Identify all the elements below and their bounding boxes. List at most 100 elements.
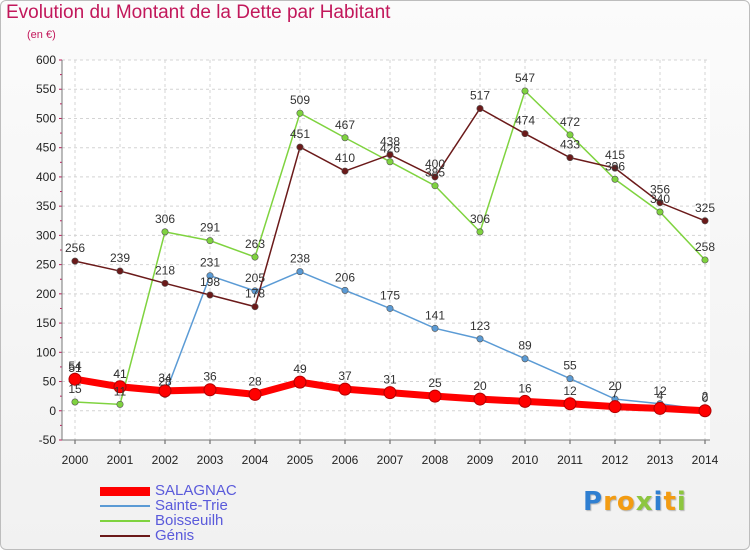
legend-label: Boisseuilh	[155, 512, 224, 529]
x-tick-label: 2012	[602, 453, 629, 467]
data-point-salagnac	[608, 400, 622, 414]
logo-letter: t	[663, 487, 677, 517]
data-label-salagnac: 20	[473, 379, 487, 393]
x-tick-label: 2000	[62, 453, 89, 467]
data-label-boisseuilh: 263	[245, 237, 265, 251]
data-point-genis	[521, 130, 529, 138]
data-point-boisseuilh	[386, 158, 394, 166]
data-point-boisseuilh	[161, 228, 169, 236]
data-label-salagnac: 12	[563, 384, 577, 398]
data-label-boisseuilh: 291	[200, 221, 220, 235]
data-label-genis: 178	[245, 287, 265, 301]
unit-label: (en €)	[27, 29, 56, 41]
legend-label: Génis	[155, 527, 195, 544]
data-label-boisseuilh: 385	[425, 166, 445, 180]
data-label-boisseuilh: 306	[470, 212, 490, 226]
data-label-sainte-trie: 205	[245, 271, 265, 285]
data-point-boisseuilh	[611, 175, 619, 183]
logo-letter: P	[583, 487, 604, 517]
x-tick-label: 2008	[422, 453, 449, 467]
data-label-salagnac: 4	[657, 388, 664, 402]
data-label-genis: 517	[470, 89, 490, 103]
legend-swatch	[100, 505, 150, 507]
data-label-genis: 400	[425, 157, 445, 171]
data-label-sainte-trie: 89	[518, 339, 532, 353]
y-tick-label: 300	[36, 228, 56, 242]
legend-label: Sainte-Trie	[155, 497, 228, 514]
data-point-sainte-trie	[521, 355, 529, 363]
y-tick-label: -50	[39, 433, 57, 447]
data-label-sainte-trie: 41	[113, 367, 127, 381]
data-label-salagnac: 41	[113, 367, 127, 381]
data-point-salagnac	[383, 386, 397, 400]
data-point-sainte-trie	[431, 324, 439, 332]
data-label-sainte-trie: 123	[470, 319, 490, 333]
x-tick-label: 2011	[557, 453, 583, 467]
data-point-boisseuilh	[431, 182, 439, 190]
data-labels: 51 41 28 231 205 238 206 175 141 123 89 55 20 12 2 15 11…	[65, 71, 715, 405]
legend-swatch	[100, 520, 150, 522]
legend-swatch	[100, 486, 150, 496]
data-point-salagnac	[563, 397, 577, 411]
data-point-boisseuilh	[116, 400, 124, 408]
data-point-genis	[701, 217, 709, 225]
data-point-boisseuilh	[656, 208, 664, 216]
data-point-boisseuilh	[71, 398, 79, 406]
data-label-sainte-trie: 28	[158, 374, 172, 388]
data-point-genis	[431, 173, 439, 181]
data-point-sainte-trie	[206, 272, 214, 280]
x-tick-label: 2004	[242, 453, 269, 467]
y-tick-label: 100	[36, 345, 56, 359]
data-point-genis	[611, 164, 619, 172]
data-label-salagnac: 34	[158, 371, 172, 385]
x-tick-label: 2002	[152, 453, 179, 467]
data-point-genis	[566, 154, 574, 162]
y-tick-label: 500	[36, 111, 56, 125]
series-genis	[71, 105, 709, 311]
x-tick-label: 2009	[467, 453, 494, 467]
data-point-salagnac	[203, 383, 217, 397]
data-point-genis	[251, 303, 259, 311]
data-label-genis: 325	[695, 201, 715, 215]
data-label-boisseuilh: 509	[290, 93, 310, 107]
x-tick-label: 2003	[197, 453, 224, 467]
series-group	[68, 87, 712, 418]
data-label-boisseuilh: 306	[155, 212, 175, 226]
data-label-boisseuilh: 340	[650, 192, 670, 206]
legend-label: SALAGNAC	[155, 482, 237, 499]
y-tick-label: 0	[49, 404, 56, 418]
data-label-boisseuilh: 467	[335, 118, 355, 132]
data-point-boisseuilh	[566, 131, 574, 139]
data-point-salagnac	[158, 384, 172, 398]
data-point-genis	[206, 291, 214, 299]
data-point-boisseuilh	[341, 134, 349, 142]
data-point-genis	[116, 267, 124, 275]
data-point-salagnac	[113, 380, 127, 394]
data-label-salagnac: 7	[612, 387, 619, 401]
data-label-genis: 356	[650, 183, 670, 197]
data-label-genis: 239	[110, 251, 130, 265]
data-label-salagnac: 0	[702, 391, 709, 405]
data-label-sainte-trie: 238	[290, 252, 310, 266]
data-label-salagnac: 49	[293, 362, 307, 376]
data-point-boisseuilh	[206, 237, 214, 245]
x-tick-label: 2014	[692, 453, 719, 467]
data-label-sainte-trie: 12	[653, 384, 667, 398]
x-tick-label: 2001	[107, 453, 134, 467]
grid	[62, 59, 710, 441]
y-tick-label: 400	[36, 170, 56, 184]
data-label-genis: 410	[335, 151, 355, 165]
data-label-salagnac: 54	[68, 359, 82, 373]
legend-swatch	[100, 535, 150, 537]
data-label-boisseuilh: 11	[114, 384, 127, 398]
data-label-genis: 218	[155, 263, 175, 277]
data-point-salagnac	[293, 375, 307, 389]
data-label-sainte-trie: 2	[702, 390, 709, 404]
data-point-genis	[161, 279, 169, 287]
data-label-boisseuilh: 15	[68, 382, 82, 396]
data-label-sainte-trie: 206	[335, 270, 355, 284]
data-point-sainte-trie	[341, 286, 349, 294]
data-point-boisseuilh	[476, 228, 484, 236]
data-point-genis	[341, 167, 349, 175]
